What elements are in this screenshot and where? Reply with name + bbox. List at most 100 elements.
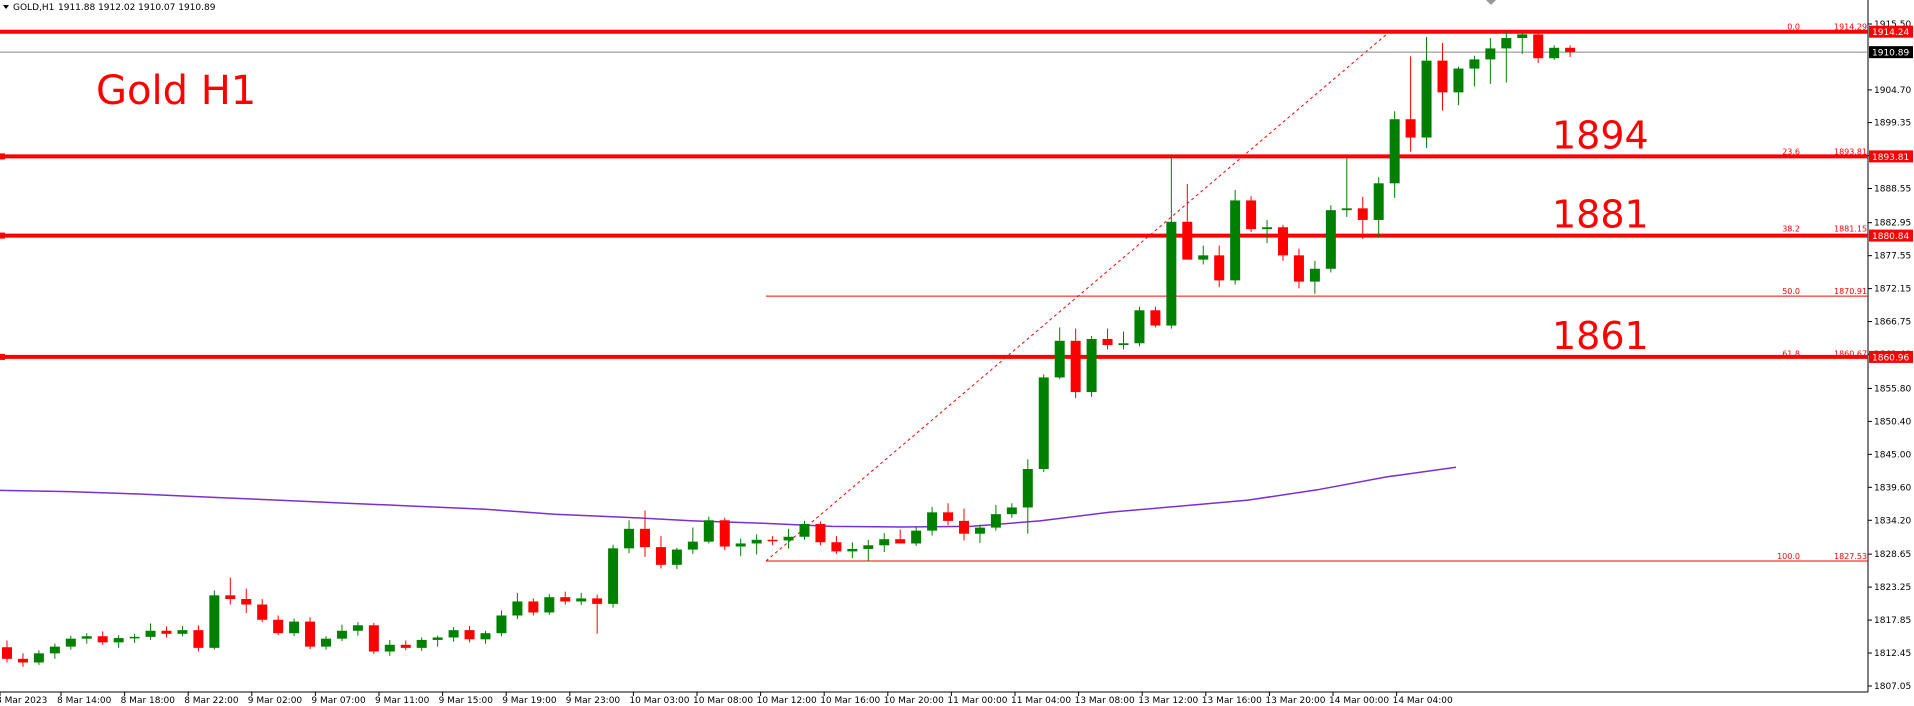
candle-body xyxy=(1150,310,1161,326)
candle-body xyxy=(161,630,172,634)
candle-body xyxy=(528,601,539,613)
level-handle xyxy=(0,232,5,239)
fib-value-label: 1870.91 xyxy=(1834,287,1867,296)
x-tick-label: 13 Mar 12:00 xyxy=(1138,696,1198,706)
candle-body xyxy=(1341,208,1352,211)
fib-value-label: 1914.29 xyxy=(1834,22,1867,31)
candle-body xyxy=(1102,338,1113,346)
candle-body xyxy=(1038,377,1049,469)
candle-body xyxy=(1070,340,1081,393)
candle-body xyxy=(384,644,395,652)
x-tick-label: 10 Mar 03:00 xyxy=(629,696,689,706)
candle-body xyxy=(608,548,619,604)
x-tick-label: 14 Mar 00:00 xyxy=(1329,696,1389,706)
x-tick-label: 10 Mar 20:00 xyxy=(884,696,944,706)
candle-body xyxy=(1405,119,1416,138)
fib-value-label: 1881.15 xyxy=(1834,225,1867,234)
chart-header: GOLD,H1 1911.88 1912.02 1910.07 1910.89 xyxy=(3,3,216,13)
fib-pct-label: 23.6 xyxy=(1782,147,1800,156)
candle-body xyxy=(895,539,906,544)
ma-line xyxy=(0,466,1457,528)
candle-body xyxy=(400,644,411,648)
fib-pct-label: 0.0 xyxy=(1787,22,1800,31)
x-tick-label: 9 Mar 23:00 xyxy=(566,696,621,706)
candle-body xyxy=(321,638,331,647)
candle-body xyxy=(1134,310,1145,344)
candle-body xyxy=(17,658,28,663)
x-tick-label: 8 Mar 14:00 xyxy=(57,696,112,706)
candle-body xyxy=(1565,47,1576,53)
candle-body xyxy=(1469,59,1480,69)
y-tick-label: 1828.65 xyxy=(1874,550,1911,560)
candle-body xyxy=(592,598,603,604)
chart-frame xyxy=(0,0,1869,693)
candle-body xyxy=(464,630,475,640)
symbol-label: GOLD,H1 xyxy=(13,3,54,13)
candle-body xyxy=(1309,268,1320,282)
fib-value-label: 1827.53 xyxy=(1834,552,1867,561)
candle-body xyxy=(336,630,347,639)
support-resistance-levels[interactable]: 1894 1881 1861 xyxy=(0,29,1868,360)
y-tick-label: 1834.20 xyxy=(1874,516,1911,526)
candle-body xyxy=(368,625,379,652)
candle-body xyxy=(783,536,794,541)
x-tick-label: 14 Mar 04:00 xyxy=(1393,696,1453,706)
candle-body xyxy=(544,597,555,613)
candle-body xyxy=(49,646,60,654)
x-tick-label: 13 Mar 20:00 xyxy=(1265,696,1325,706)
x-tick-label: 10 Mar 16:00 xyxy=(820,696,880,706)
candle-body xyxy=(943,512,954,521)
candle-body xyxy=(1086,338,1097,393)
x-tick-label: 11 Mar 04:00 xyxy=(1011,696,1071,706)
y-tick-label: 1877.55 xyxy=(1874,252,1911,262)
candle-body xyxy=(767,539,778,542)
time-axis: 8 Mar 2023 8 Mar 14:00 8 Mar 18:00 8 Mar 22… xyxy=(0,692,1453,706)
fib-trend-line xyxy=(765,31,1391,562)
y-tick-label: 1845.00 xyxy=(1874,450,1911,460)
candle-body xyxy=(624,528,635,549)
fib-pct-label: 61.8 xyxy=(1782,350,1800,359)
fib-pct-label: 100.0 xyxy=(1777,552,1800,561)
candle-body xyxy=(831,542,842,552)
price-tag-current: 1910.89 xyxy=(1872,49,1909,59)
fib-value-label: 1893.81 xyxy=(1834,147,1867,156)
candle-body xyxy=(687,541,698,550)
candle-body xyxy=(847,548,858,552)
candle-body xyxy=(480,633,491,640)
level-label: 1894 xyxy=(1552,113,1649,157)
fib-pct-label: 50.0 xyxy=(1782,287,1800,296)
candle-body xyxy=(1246,200,1257,230)
candle-body xyxy=(496,615,507,634)
candle-body xyxy=(1006,507,1017,515)
candle-body xyxy=(1166,221,1177,326)
candle-body xyxy=(113,638,124,643)
dropdown-arrow-icon[interactable] xyxy=(3,5,9,9)
candle-body xyxy=(863,545,874,549)
scroll-marker-icon[interactable] xyxy=(1486,0,1496,5)
fibonacci-retracement[interactable]: 0.0 1914.29 23.6 1893.81 38.2 1881.15 50.0 1870… xyxy=(765,22,1868,562)
candle-body xyxy=(640,528,650,548)
level-handle xyxy=(0,353,5,360)
candle-body xyxy=(1357,208,1368,220)
candle-body xyxy=(129,636,140,639)
y-tick-label: 1807.05 xyxy=(1874,682,1911,692)
x-tick-label: 10 Mar 12:00 xyxy=(757,696,817,706)
x-tick-label: 11 Mar 00:00 xyxy=(947,696,1007,706)
price-tag-fib-bg xyxy=(1869,150,1913,163)
candle-body xyxy=(815,523,826,543)
x-tick-label: 13 Mar 08:00 xyxy=(1075,696,1135,706)
candle-body xyxy=(273,619,284,634)
candle-body xyxy=(1262,227,1273,230)
price-tag-level-bg xyxy=(1869,229,1913,242)
candle-body xyxy=(879,539,890,546)
candle-body xyxy=(241,599,252,605)
candle-body xyxy=(1485,48,1496,60)
candle-body xyxy=(671,549,682,565)
x-tick-label: 8 Mar 18:00 xyxy=(121,696,176,706)
fib-value-label: 1860.67 xyxy=(1834,350,1867,359)
candle-body xyxy=(416,639,427,648)
y-tick-label: 1882.95 xyxy=(1874,219,1911,229)
candle-body xyxy=(1198,255,1209,260)
candle-body xyxy=(1437,60,1448,93)
